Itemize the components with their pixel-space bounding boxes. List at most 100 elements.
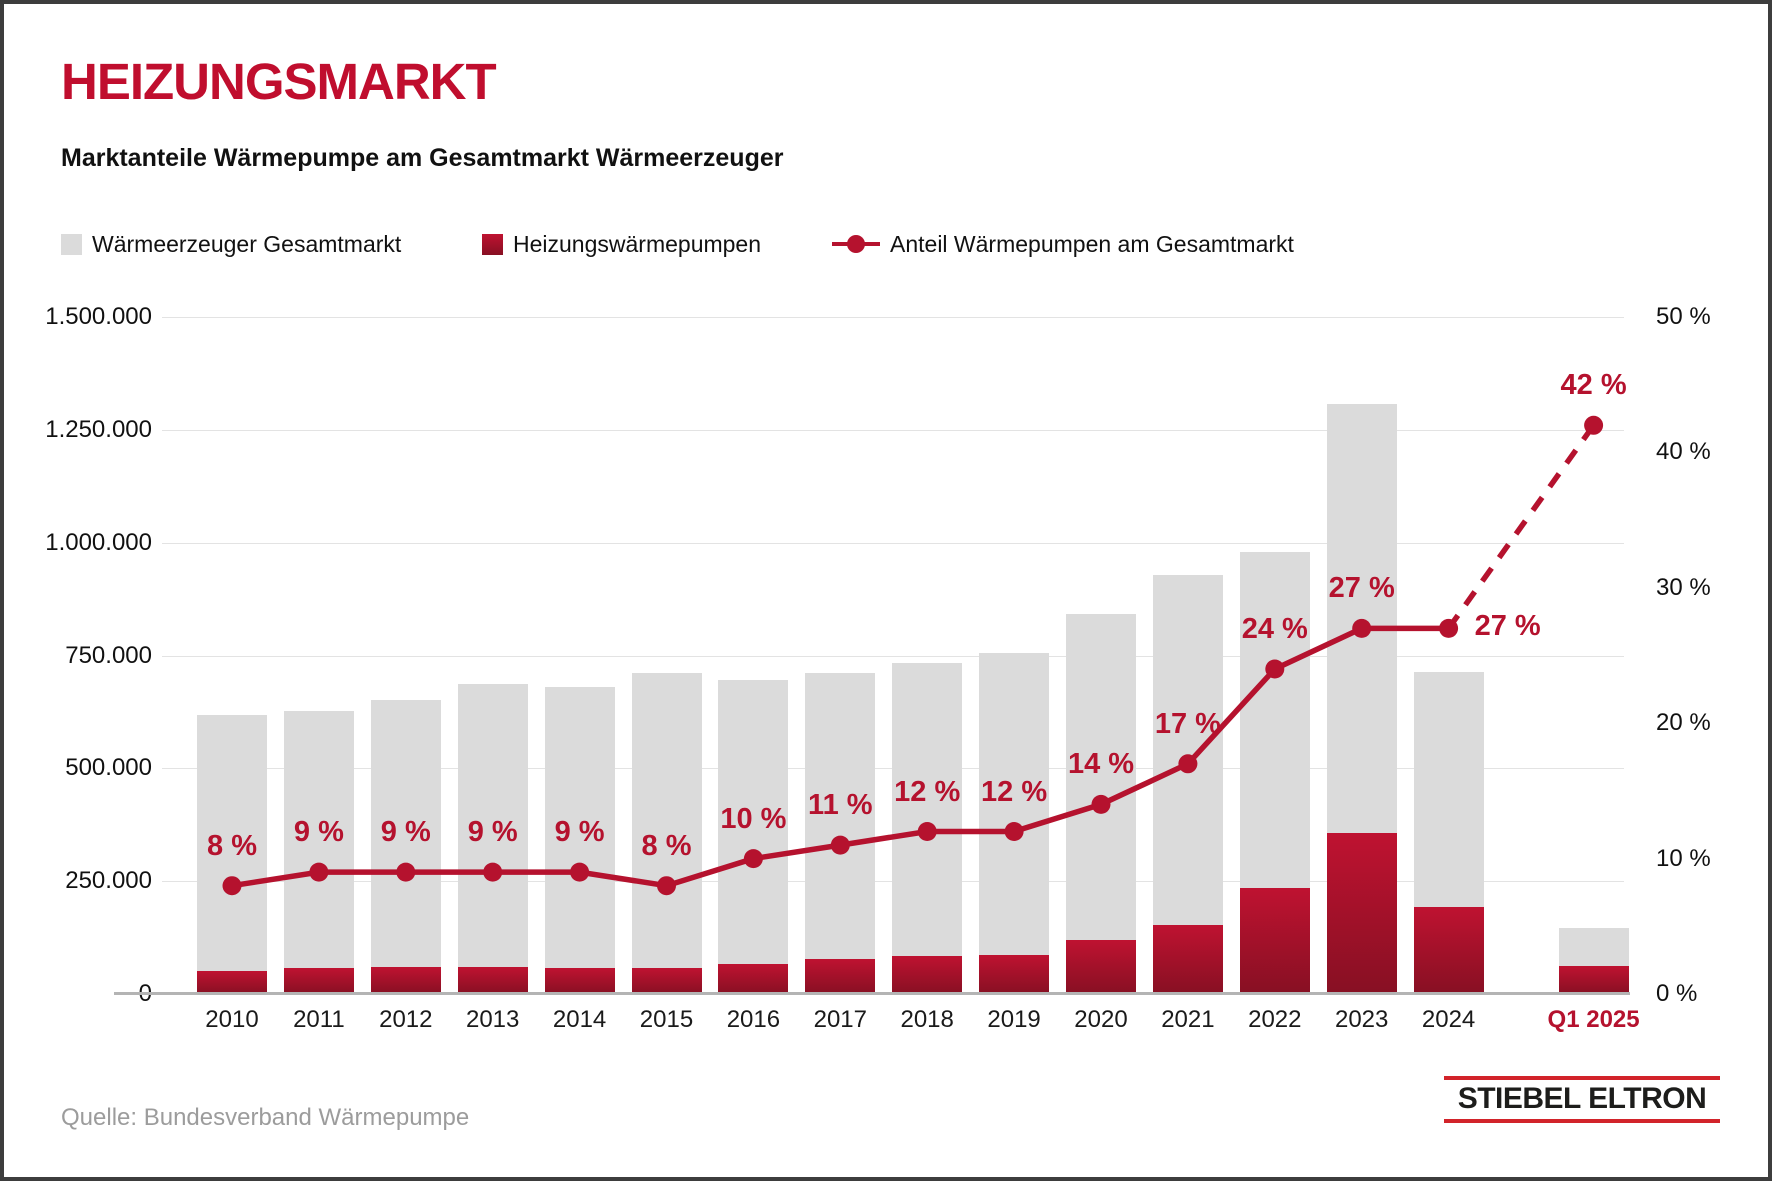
legend-item-share-line: Anteil Wärmepumpen am Gesamtmarkt — [832, 230, 1294, 258]
share-point-label: 27 % — [1328, 572, 1395, 605]
share-point-label: 12 % — [894, 775, 961, 808]
share-line-dot — [1265, 659, 1285, 679]
x-axis-year-label: 2013 — [465, 1006, 520, 1033]
x-axis-year-label: 2019 — [987, 1006, 1041, 1033]
y-axis-tick-label: 250.000 — [65, 867, 152, 895]
x-axis-year-label: 2014 — [552, 1006, 607, 1033]
x-axis-year-label: 2010 — [205, 1006, 259, 1033]
share-line-dot — [1091, 794, 1111, 814]
total-market-bar — [197, 715, 267, 994]
pct-axis-tick-label: 50 % — [1656, 303, 1711, 330]
share-line-dot — [309, 862, 329, 882]
logo-top-rule — [1444, 1076, 1720, 1080]
total-market-bar — [718, 680, 789, 994]
share-point-label: 9 % — [293, 816, 344, 849]
pct-axis-tick-label: 40 % — [1656, 438, 1711, 466]
heat-pump-bar — [457, 966, 528, 994]
red-swatch-icon — [482, 233, 503, 255]
total-market-bar — [1152, 574, 1223, 994]
share-line-dot — [1439, 618, 1459, 638]
pct-axis-tick-label: 10 % — [1656, 844, 1711, 872]
legend-label: Heizungswärmepumpen — [513, 230, 762, 257]
x-axis-year-label: 2021 — [1161, 1006, 1215, 1033]
share-point-label: 9 % — [380, 816, 431, 849]
heat-pump-bar — [718, 964, 789, 994]
y-axis-tick-label: 1.250.000 — [45, 415, 152, 443]
x-axis-year-label: 2024 — [1421, 1006, 1476, 1033]
share-line-dot — [222, 876, 242, 896]
share-point-label: 14 % — [1067, 748, 1135, 781]
share-line-dot — [657, 876, 676, 896]
line-dot-marker-icon — [832, 233, 880, 255]
heat-pump-bar — [370, 967, 441, 994]
share-point-label: 9 % — [467, 816, 518, 849]
gridline — [162, 317, 1624, 318]
heat-pump-bar — [544, 967, 615, 994]
heat-pump-bar — [892, 956, 963, 994]
gray-swatch-icon — [61, 233, 82, 255]
logo-bottom-rule — [1444, 1119, 1720, 1123]
share-line-dot — [1352, 618, 1372, 638]
x-axis-baseline — [114, 992, 1630, 995]
share-line-dot — [743, 849, 763, 869]
y-axis-tick-label: 1.500.000 — [45, 303, 152, 330]
heat-pump-bar — [1413, 906, 1484, 994]
legend-label: Wärmeerzeuger Gesamtmarkt — [92, 230, 402, 257]
legend-item-heat-pumps: Heizungswärmepumpen — [482, 230, 761, 258]
heat-pump-bar — [1326, 833, 1397, 994]
x-axis-year-label: 2023 — [1334, 1006, 1389, 1033]
pct-axis-tick-label: 20 % — [1656, 709, 1711, 737]
heat-pump-bar — [1066, 939, 1136, 994]
y-axis-tick-label: 1.000.000 — [45, 528, 152, 556]
x-axis-year-label: Q1 2025 — [1547, 1006, 1640, 1033]
gridline — [162, 655, 1624, 657]
x-axis-year-label: 2018 — [900, 1006, 954, 1033]
pct-axis-tick-label: 0 % — [1656, 980, 1698, 1007]
x-axis-year-label: 2022 — [1248, 1006, 1302, 1033]
share-point-label: 11 % — [808, 789, 873, 822]
share-line-dot — [396, 862, 416, 882]
total-market-bar — [370, 700, 441, 994]
pct-axis-tick-label: 30 % — [1656, 573, 1711, 601]
total-market-bar — [283, 710, 354, 994]
legend-label: Anteil Wärmepumpen am Gesamtmarkt — [890, 230, 1294, 257]
gridline — [162, 429, 1624, 431]
share-point-label: 10 % — [720, 802, 787, 835]
share-point-label: 17 % — [1154, 707, 1221, 740]
heat-pump-bar — [805, 958, 876, 994]
total-market-bar — [457, 684, 528, 994]
share-point-label: 8 % — [641, 829, 692, 862]
share-point-label: 24 % — [1241, 613, 1308, 645]
heat-pump-bar — [1558, 966, 1629, 994]
total-market-bar — [544, 687, 615, 994]
stiebel-eltron-logo: STIEBEL ELTRON — [1444, 1076, 1720, 1123]
share-line-dot — [917, 822, 937, 841]
page-subtitle: Marktanteile Wärmepumpe am Gesamtmarkt W… — [61, 144, 784, 172]
y-axis-tick-label: 500.000 — [65, 754, 152, 782]
share-point-label: 9 % — [554, 816, 605, 849]
legend-item-total-market: Wärmeerzeuger Gesamtmarkt — [61, 230, 401, 258]
x-axis-year-label: 2015 — [639, 1006, 694, 1033]
x-axis-year-label: 2020 — [1074, 1006, 1128, 1033]
x-axis-year-label: 2017 — [813, 1006, 867, 1033]
share-line-dot — [570, 862, 590, 882]
share-line-dot — [483, 862, 503, 882]
share-line-dot — [1004, 822, 1024, 841]
share-line-dashed — [1446, 423, 1596, 630]
share-point-label: 27 % — [1474, 610, 1541, 643]
heat-pump-bar — [1152, 924, 1223, 994]
share-point-label: 42 % — [1560, 369, 1627, 402]
share-point-label: 8 % — [207, 829, 257, 862]
gridline — [162, 542, 1624, 544]
total-market-bar — [631, 672, 702, 994]
y-axis-tick-label: 750.000 — [65, 641, 152, 669]
heat-pump-bar — [979, 955, 1050, 994]
share-line-dot — [830, 835, 850, 855]
share-line-dot — [1178, 754, 1198, 774]
heat-pump-bar — [631, 968, 702, 994]
share-point-label: 12 % — [981, 775, 1048, 808]
x-axis-year-label: 2011 — [293, 1006, 345, 1033]
heat-pump-bar — [1239, 887, 1310, 994]
page-title: HEIZUNGSMARKT — [61, 53, 497, 110]
